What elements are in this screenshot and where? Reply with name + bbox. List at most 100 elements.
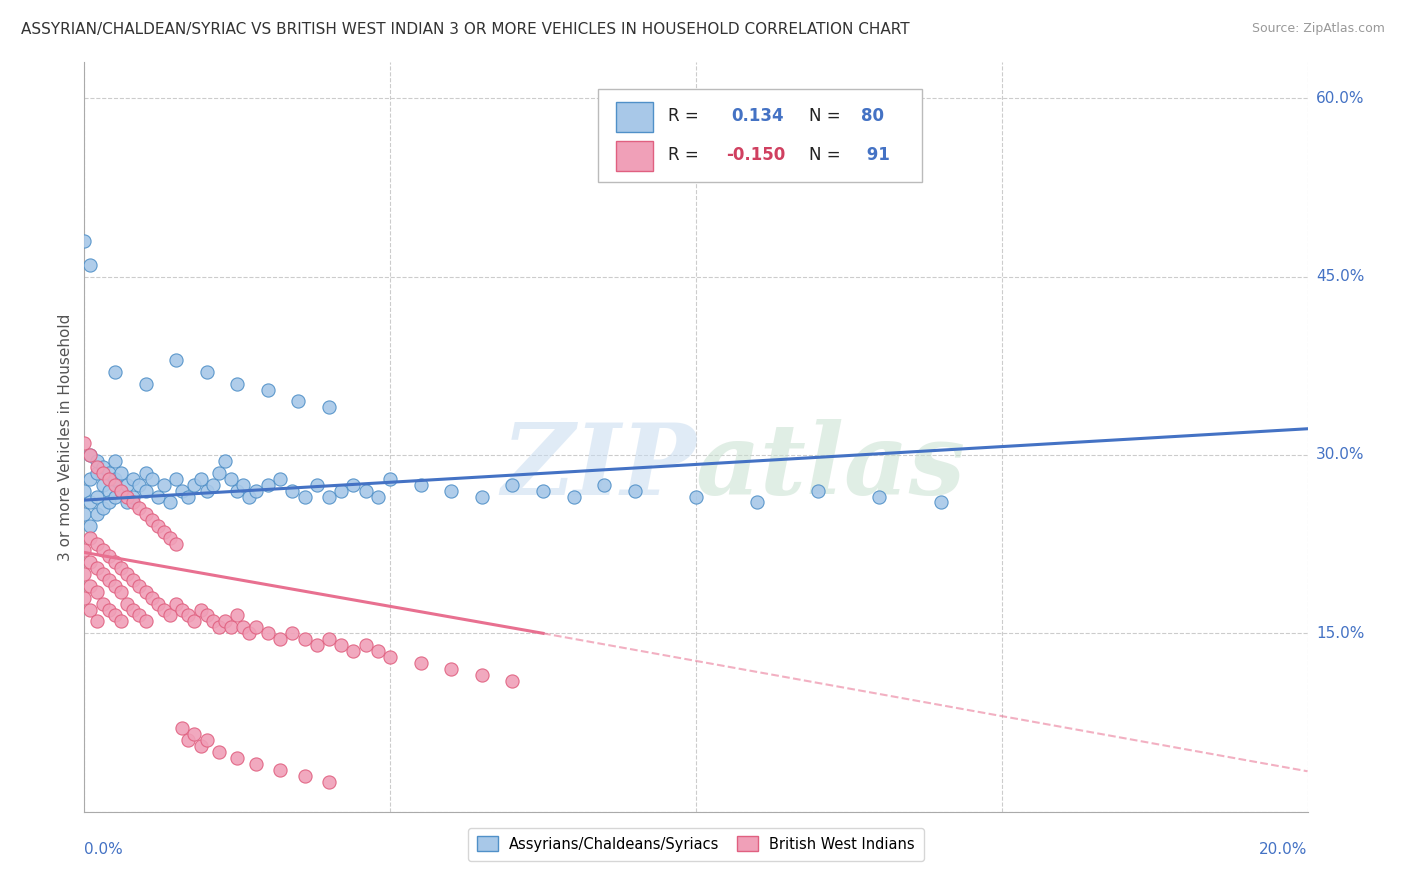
- Text: 15.0%: 15.0%: [1316, 626, 1364, 640]
- Text: N =: N =: [808, 145, 841, 164]
- Point: [79, 555, 101, 569]
- Point: [183, 477, 205, 491]
- Point: [183, 727, 205, 741]
- Text: 45.0%: 45.0%: [1316, 269, 1364, 284]
- Point: [201, 615, 224, 629]
- Point: [122, 490, 145, 504]
- Point: [747, 495, 769, 509]
- Point: [91, 459, 114, 474]
- Point: [219, 472, 242, 486]
- Point: [146, 490, 169, 504]
- Point: [135, 466, 157, 480]
- Point: [110, 584, 132, 599]
- Point: [104, 555, 127, 569]
- Point: [104, 477, 127, 491]
- Point: [257, 383, 280, 397]
- Point: [214, 615, 236, 629]
- Point: [97, 495, 120, 509]
- Point: [73, 483, 96, 498]
- Point: [380, 650, 402, 665]
- Point: [294, 632, 316, 647]
- Point: [257, 477, 280, 491]
- FancyBboxPatch shape: [616, 141, 654, 170]
- Point: [115, 495, 138, 509]
- Point: [245, 483, 267, 498]
- Point: [232, 477, 254, 491]
- Point: [110, 483, 132, 498]
- Point: [208, 466, 231, 480]
- Point: [226, 608, 249, 623]
- Point: [929, 495, 952, 509]
- Point: [214, 454, 236, 468]
- Point: [269, 763, 291, 777]
- Text: 20.0%: 20.0%: [1260, 842, 1308, 857]
- Point: [122, 495, 145, 509]
- Point: [115, 566, 138, 581]
- Point: [409, 477, 432, 491]
- Point: [562, 490, 585, 504]
- Point: [342, 644, 364, 658]
- Point: [122, 602, 145, 616]
- Text: 0.134: 0.134: [731, 107, 785, 125]
- Point: [79, 472, 101, 486]
- Point: [86, 490, 108, 504]
- Point: [305, 477, 328, 491]
- Point: [195, 483, 218, 498]
- Point: [807, 483, 830, 498]
- Point: [354, 483, 377, 498]
- Point: [128, 477, 150, 491]
- Point: [190, 602, 212, 616]
- Point: [165, 352, 187, 367]
- Point: [86, 615, 108, 629]
- Point: [502, 673, 524, 688]
- Point: [593, 477, 616, 491]
- Point: [159, 608, 181, 623]
- Point: [110, 466, 132, 480]
- Point: [86, 561, 108, 575]
- Point: [104, 490, 127, 504]
- Point: [104, 454, 127, 468]
- Point: [79, 579, 101, 593]
- Text: -0.150: -0.150: [727, 145, 786, 164]
- Point: [97, 602, 120, 616]
- Point: [73, 508, 96, 522]
- Point: [135, 584, 157, 599]
- FancyBboxPatch shape: [616, 102, 654, 132]
- Point: [238, 490, 260, 504]
- Point: [141, 591, 163, 605]
- Point: [318, 775, 340, 789]
- Point: [330, 638, 353, 652]
- Point: [104, 365, 127, 379]
- Point: [73, 591, 96, 605]
- Point: [531, 483, 554, 498]
- Point: [110, 615, 132, 629]
- Point: [177, 608, 200, 623]
- Point: [177, 490, 200, 504]
- Point: [86, 459, 108, 474]
- Point: [190, 739, 212, 754]
- Point: [79, 495, 101, 509]
- Point: [367, 490, 389, 504]
- Point: [115, 477, 138, 491]
- Point: [115, 490, 138, 504]
- Text: R =: R =: [668, 107, 704, 125]
- Point: [281, 483, 304, 498]
- Point: [318, 632, 340, 647]
- Text: N =: N =: [808, 107, 841, 125]
- Point: [172, 602, 194, 616]
- Point: [128, 501, 150, 516]
- Point: [79, 448, 101, 462]
- Point: [79, 602, 101, 616]
- Point: [330, 483, 353, 498]
- Point: [245, 757, 267, 772]
- Text: ZIP: ZIP: [501, 419, 696, 516]
- Point: [232, 620, 254, 634]
- Point: [91, 466, 114, 480]
- Point: [440, 483, 463, 498]
- Point: [146, 597, 169, 611]
- Text: 30.0%: 30.0%: [1316, 448, 1364, 462]
- Point: [409, 656, 432, 670]
- Point: [159, 495, 181, 509]
- Point: [226, 376, 249, 391]
- Point: [294, 490, 316, 504]
